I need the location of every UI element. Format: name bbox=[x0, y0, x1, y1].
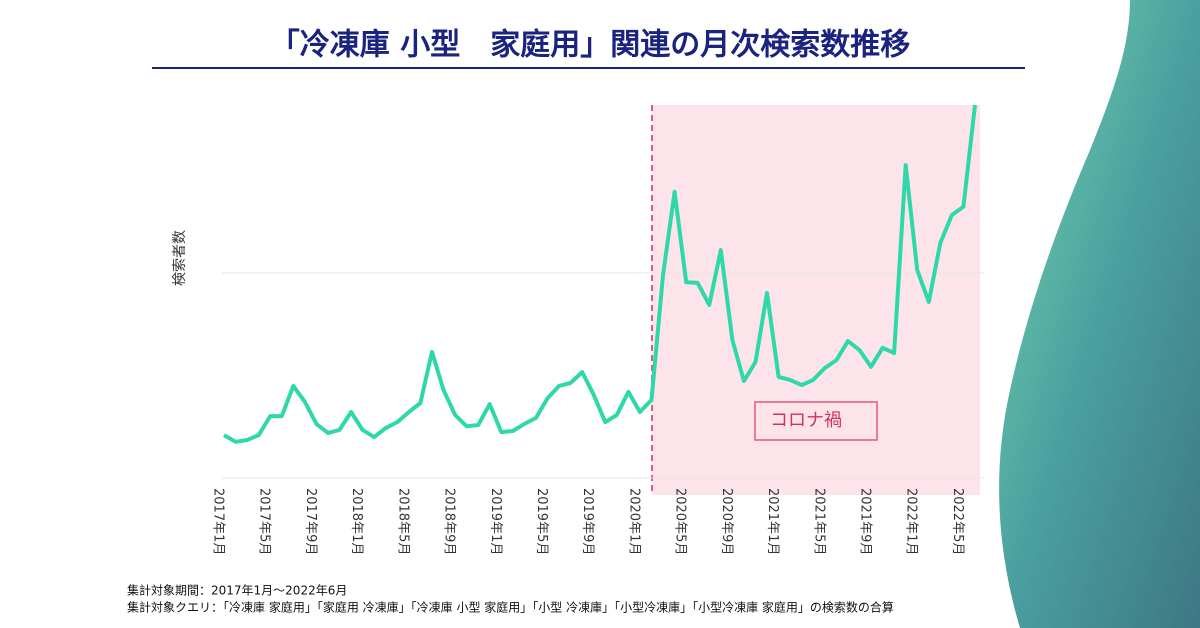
x-tick-label: 2017年1月 bbox=[211, 488, 226, 555]
x-tick-label: 2018年9月 bbox=[442, 488, 457, 555]
x-tick-label: 2018年1月 bbox=[349, 488, 364, 555]
x-tick-label: 2021年1月 bbox=[765, 488, 780, 555]
x-tick-label: 2022年5月 bbox=[950, 488, 965, 555]
x-tick-label: 2020年5月 bbox=[673, 488, 688, 555]
x-tick-label: 2017年9月 bbox=[303, 488, 318, 555]
x-tick-label: 2018年5月 bbox=[395, 488, 410, 555]
x-tick-label: 2019年1月 bbox=[488, 488, 503, 555]
x-tick-label: 2017年5月 bbox=[257, 488, 272, 555]
annotation-box bbox=[754, 401, 878, 441]
annotation: コロナ禍 bbox=[770, 410, 842, 431]
note: 集計対象期間：2017年1月～2022年6月 bbox=[127, 583, 347, 598]
note: 集計対象クエリ：「冷凍庫 家庭用」「家庭用 冷凍庫」「冷凍庫 小型 家庭用」「小… bbox=[127, 600, 894, 615]
line-series bbox=[222, 104, 977, 444]
x-tick-label: 2022年1月 bbox=[904, 488, 919, 555]
chart-title: 「冷凍庫 小型 家庭用」関連の月次検索数推移 bbox=[270, 28, 910, 63]
x-tick-label: 2019年9月 bbox=[580, 488, 595, 555]
x-tick-label: 2020年1月 bbox=[626, 488, 641, 555]
x-tick-label: 2021年9月 bbox=[858, 488, 873, 555]
x-tick-label: 2020年9月 bbox=[719, 488, 734, 555]
x-tick-label: 2019年5月 bbox=[534, 488, 549, 555]
decoration bbox=[999, 0, 1200, 628]
x-tick-label: 2021年5月 bbox=[811, 488, 826, 555]
y-axis-label: 検索者数 bbox=[171, 230, 188, 286]
